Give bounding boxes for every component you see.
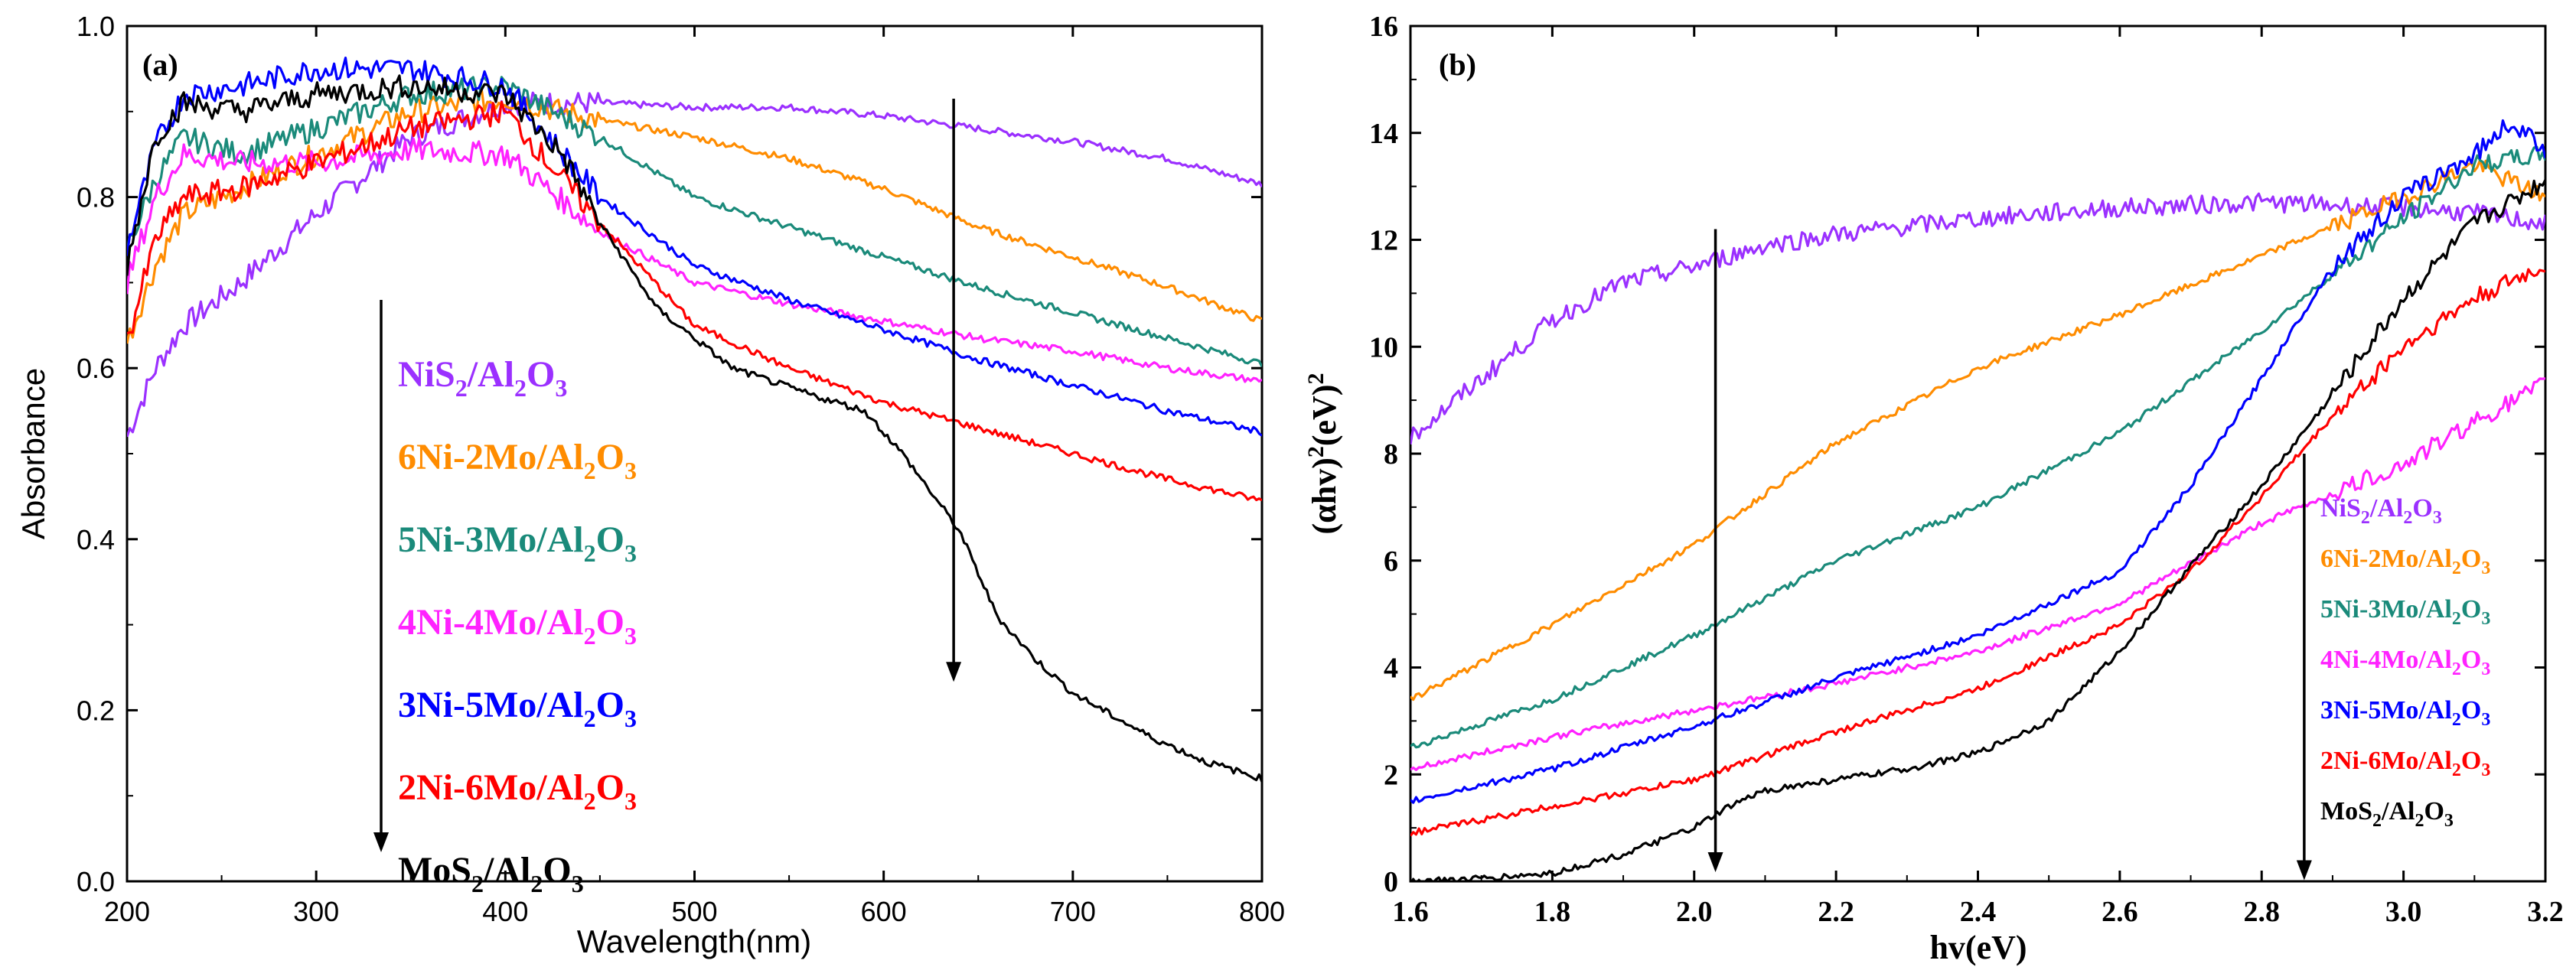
y-tick-label: 12 bbox=[1369, 225, 1398, 257]
y-tick-label: 2 bbox=[1384, 759, 1398, 791]
y-tick-label: 16 bbox=[1369, 11, 1398, 43]
legend-item-b-5Ni3Mo: 5Ni-3Mo/Al2O3 bbox=[2320, 595, 2490, 629]
x-tick-label: 500 bbox=[671, 896, 717, 927]
y-axis-label-b: (αhv)2(eV)2 bbox=[1303, 373, 1343, 535]
x-tick-label: 2.8 bbox=[2244, 896, 2281, 928]
series-line-6Ni2Mo bbox=[1410, 158, 2545, 702]
trend-arrow-b-head-1 bbox=[2296, 860, 2312, 881]
x-tick-label: 300 bbox=[293, 896, 339, 927]
legend-item-a-MoS2: MoS2/Al2O3 bbox=[398, 850, 584, 897]
legend-arrow-a-head bbox=[373, 832, 389, 852]
legend-item-b-MoS2: MoS2/Al2O3 bbox=[2320, 797, 2454, 831]
series-line-5Ni3Mo bbox=[1410, 145, 2545, 749]
x-tick-label: 800 bbox=[1239, 896, 1285, 927]
series-line-4Ni4Mo bbox=[1410, 377, 2545, 771]
legend-item-a-4Ni4Mo: 4Ni-4Mo/Al2O3 bbox=[398, 602, 637, 650]
y-tick-label: 6 bbox=[1384, 545, 1398, 578]
x-axis-label-b: hv(eV) bbox=[1929, 929, 2027, 966]
y-tick-label: 0.2 bbox=[77, 695, 115, 726]
trend-arrow-a-head bbox=[946, 662, 962, 682]
legend-item-b-6Ni2Mo: 6Ni-2Mo/Al2O3 bbox=[2320, 545, 2490, 578]
x-tick-label: 1.6 bbox=[1392, 896, 1429, 928]
y-tick-label: 0.6 bbox=[77, 353, 115, 384]
legend-item-b-4Ni4Mo: 4Ni-4Mo/Al2O3 bbox=[2320, 646, 2490, 679]
x-tick-label: 2.4 bbox=[1960, 896, 1997, 928]
y-tick-label: 14 bbox=[1369, 118, 1398, 150]
series-line-MoS2 bbox=[127, 74, 1262, 783]
legend-item-b-2Ni6Mo: 2Ni-6Mo/Al2O3 bbox=[2320, 747, 2490, 780]
y-tick-label: 0.0 bbox=[77, 866, 115, 897]
y-tick-label: 0 bbox=[1384, 866, 1398, 898]
x-tick-label: 600 bbox=[861, 896, 907, 927]
series-line-2Ni6Mo bbox=[127, 100, 1262, 502]
x-tick-label: 2.2 bbox=[1818, 896, 1854, 928]
legend-item-b-NiS2: NiS2/Al2O3 bbox=[2320, 494, 2442, 528]
legend-item-a-NiS2: NiS2/Al2O3 bbox=[398, 354, 567, 402]
legend-b: NiS2/Al2O3 6Ni-2Mo/Al2O3 5Ni-3Mo/Al2O3 4Ni-… bbox=[2320, 494, 2490, 831]
x-tick-label: 3.0 bbox=[2385, 896, 2422, 928]
y-tick-label: 0.8 bbox=[77, 182, 115, 213]
panel-a: 200 300 400 500 600 700 8000.00.20.40.60.81.0 … bbox=[15, 11, 1285, 959]
x-tick-label: 1.8 bbox=[1534, 896, 1571, 928]
y-tick-label: 4 bbox=[1384, 653, 1398, 685]
legend-item-a-3Ni5Mo: 3Ni-5Mo/Al2O3 bbox=[398, 685, 637, 732]
panel-label-b: (b) bbox=[1439, 47, 1476, 82]
x-tick-label: 200 bbox=[104, 896, 150, 927]
panel-b: 1.6 1.8 2.0 2.2 2.4 2.6 2.8 3.0 3.2 0 2 4 6 8 10 12 14 16… bbox=[1303, 11, 2564, 966]
x-tick-label: 2.0 bbox=[1676, 896, 1713, 928]
legend-item-b-3Ni5Mo: 3Ni-5Mo/Al2O3 bbox=[2320, 696, 2490, 730]
y-tick-label: 1.0 bbox=[77, 11, 115, 42]
x-tick-label: 3.2 bbox=[2527, 896, 2564, 928]
series-line-MoS2 bbox=[1410, 179, 2545, 881]
legend-item-a-5Ni3Mo: 5Ni-3Mo/Al2O3 bbox=[398, 519, 637, 567]
trend-arrow-b-head-0 bbox=[1707, 852, 1723, 873]
x-tick-label: 700 bbox=[1050, 896, 1096, 927]
series-line-NiS2 bbox=[1410, 192, 2545, 445]
y-tick-label: 0.4 bbox=[77, 524, 115, 555]
plot-frame-a bbox=[126, 24, 1264, 883]
series-line-4Ni4Mo bbox=[127, 137, 1262, 383]
panel-label-a: (a) bbox=[142, 47, 178, 82]
y-axis-label-a: Absorbance bbox=[15, 368, 51, 539]
y-tick-label: 8 bbox=[1384, 438, 1398, 470]
series-line-3Ni5Mo bbox=[1410, 119, 2545, 804]
legend-item-a-2Ni6Mo: 2Ni-6Mo/Al2O3 bbox=[398, 767, 637, 815]
legend-item-a-6Ni2Mo: 6Ni-2Mo/Al2O3 bbox=[398, 437, 637, 484]
x-tick-label: 400 bbox=[482, 896, 528, 927]
series-line-3Ni5Mo bbox=[127, 57, 1262, 437]
series-line-NiS2 bbox=[127, 91, 1262, 438]
x-axis-label-a: Wavelength(nm) bbox=[577, 923, 812, 959]
y-tick-label: 10 bbox=[1369, 331, 1398, 363]
series-line-2Ni6Mo bbox=[1410, 268, 2545, 837]
series-line-5Ni3Mo bbox=[127, 76, 1262, 368]
legend-a: NiS2/Al2O3 6Ni-2Mo/Al2O3 5Ni-3Mo/Al2O3 4Ni-… bbox=[373, 300, 637, 897]
x-tick-label: 2.6 bbox=[2102, 896, 2138, 928]
